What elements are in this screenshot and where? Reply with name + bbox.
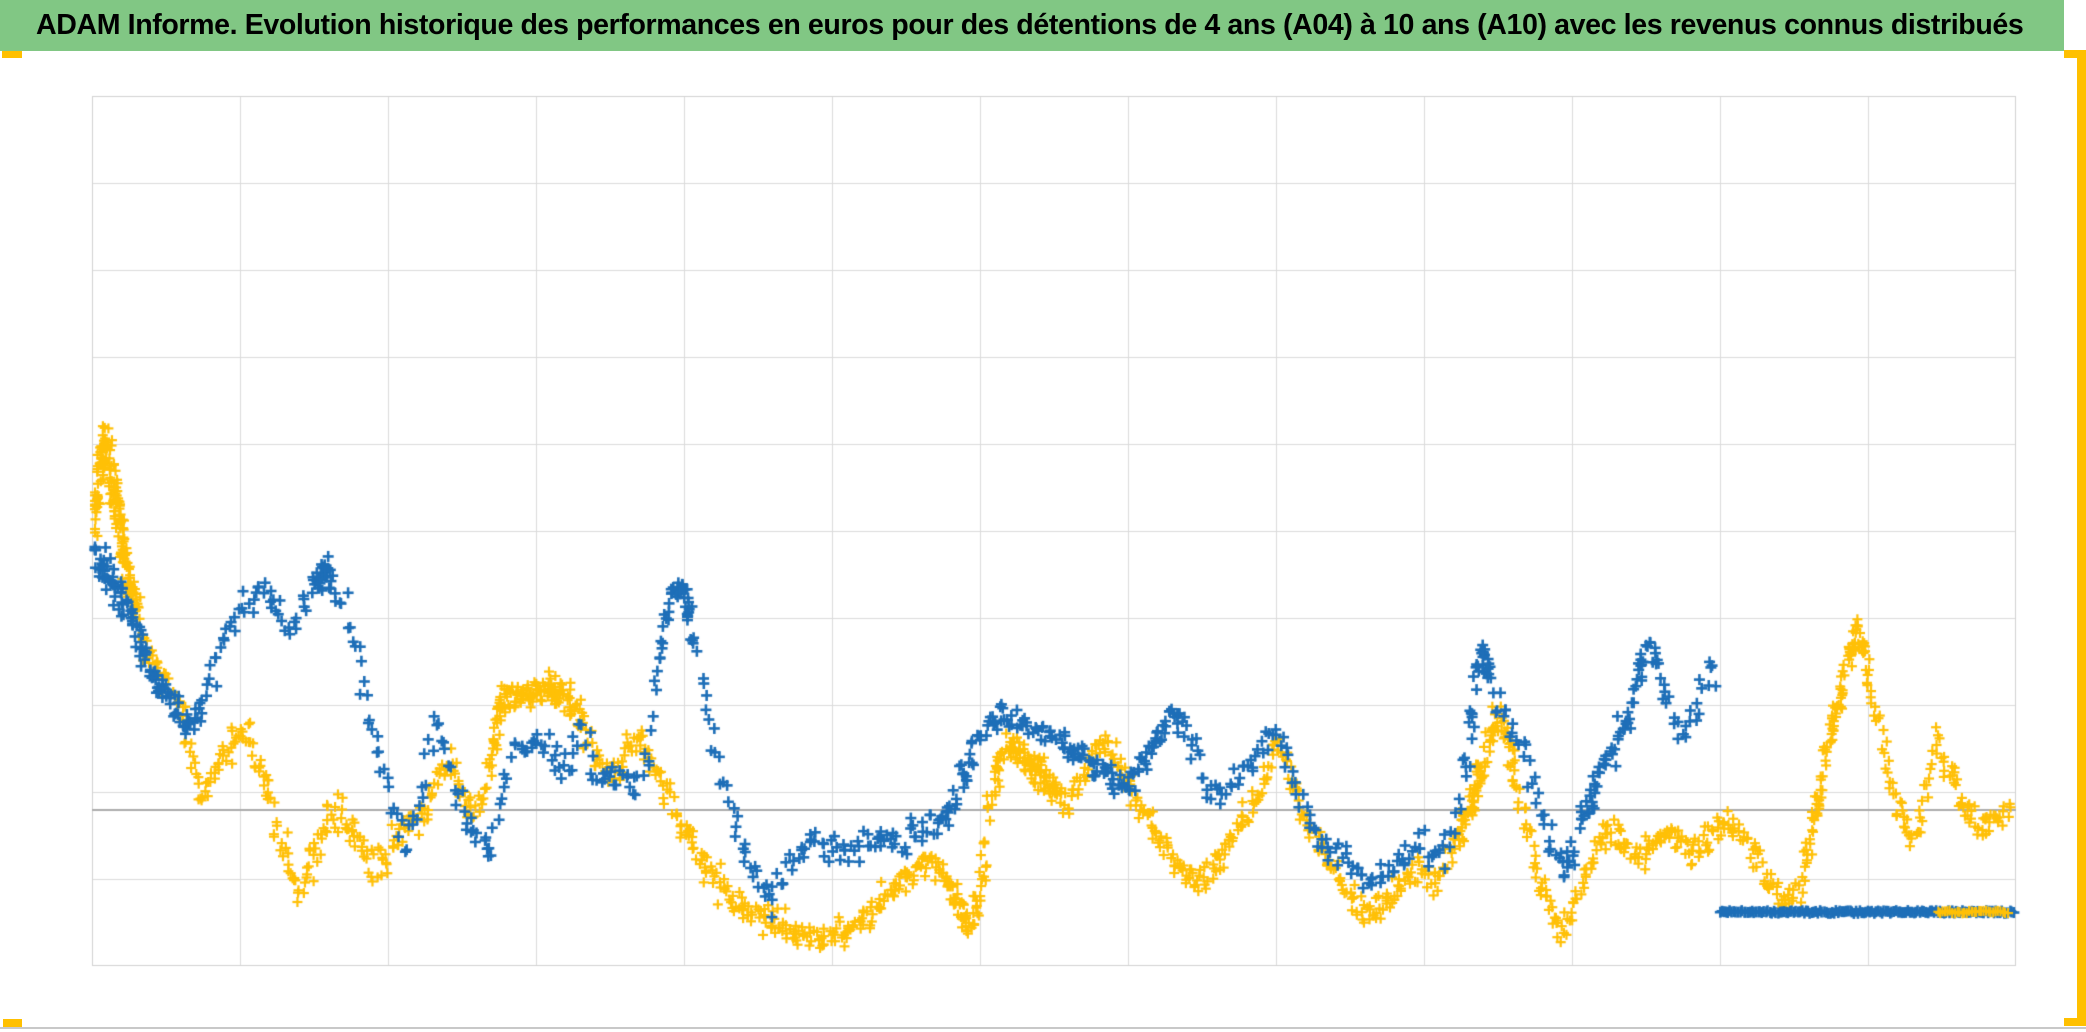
page-title: ADAM Informe. Evolution historique des p… <box>36 9 2024 41</box>
accent-mark-bottom-right <box>2064 1018 2086 1026</box>
accent-mark-bottom-left <box>3 1019 22 1027</box>
accent-mark-top-left <box>2 51 22 58</box>
accent-strip-right <box>2077 50 2086 1026</box>
accent-mark-top-right <box>2064 50 2086 58</box>
footer-divider-line <box>0 1027 2086 1029</box>
header-bar: ADAM Informe. Evolution historique des p… <box>0 0 2064 51</box>
